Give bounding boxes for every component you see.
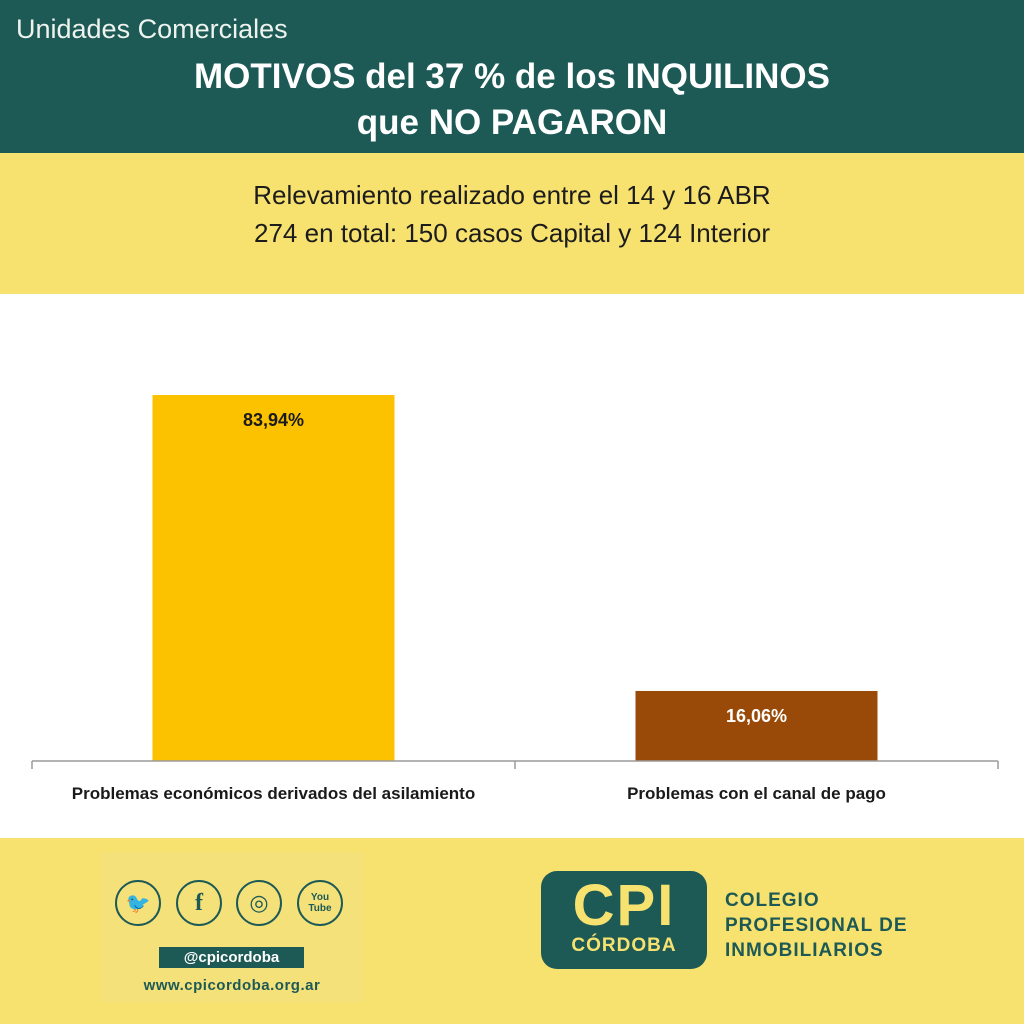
category-label-1: Problemas económicos derivados del asila… [72,784,475,803]
page-title: MOTIVOS del 37 % de los INQUILINOS que N… [0,54,1024,146]
youtube-icon[interactable]: You Tube [297,880,343,926]
bar-chart: 83,94% Problemas económicos derivados del… [0,294,1024,838]
data-label-1: 83,94% [243,410,304,430]
youtube-glyph: You Tube [308,892,332,914]
logo-acronym: CPI [572,873,676,938]
org-name-line-3: INMOBILIARIOS [725,940,884,961]
twitter-glyph: 🐦 [125,892,151,915]
category-label-2: Problemas con el canal de pago [627,784,886,803]
website-link[interactable]: www.cpicordoba.org.ar [143,977,321,994]
survey-info-band: Relevamiento realizado entre el 14 y 16 … [0,153,1024,294]
org-name-line-1: COLEGIO [725,890,820,911]
instagram-icon[interactable]: ◎ [236,880,282,926]
social-links: 🐦 f ◎ You Tube @cpicordoba www.cpicordob… [101,852,363,1002]
org-name-line-2: PROFESIONAL DE [725,915,908,936]
survey-sample: 274 en total: 150 casos Capital y 124 In… [254,218,770,248]
facebook-icon[interactable]: f [176,880,222,926]
logo-city: CÓRDOBA [571,935,677,956]
bar-2 [635,690,878,761]
section-kicker: Unidades Comerciales [16,14,288,44]
footer-band: 🐦 f ◎ You Tube @cpicordoba www.cpicordob… [0,838,1024,1024]
header-banner: Unidades Comerciales MOTIVOS del 37 % de… [0,0,1024,153]
title-line-1: MOTIVOS del 37 % de los INQUILINOS [194,57,830,96]
bar-chart-svg: 83,94% Problemas económicos derivados del… [31,395,999,803]
instagram-glyph: ◎ [249,890,269,915]
social-handle[interactable]: @cpicordoba [159,947,304,968]
data-label-2: 16,06% [726,706,787,726]
facebook-glyph: f [195,889,203,916]
cpi-logo: CPI CÓRDOBA [541,871,707,969]
twitter-icon[interactable]: 🐦 [115,880,161,926]
organization-name: COLEGIO PROFESIONAL DE INMOBILIARIOS [725,888,908,963]
bar-1 [152,395,395,761]
survey-dates: Relevamiento realizado entre el 14 y 16 … [253,180,771,210]
title-line-2: que NO PAGARON [356,103,668,142]
